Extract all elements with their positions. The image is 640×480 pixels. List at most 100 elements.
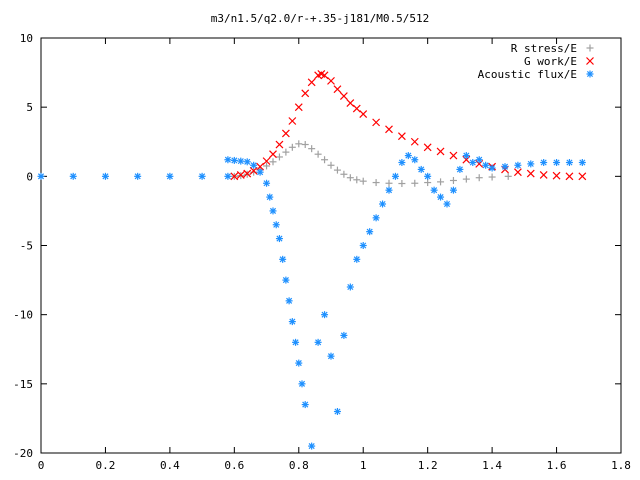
chart-title: m3/n1.5/q2.0/r-+.35-j181/M0.5/512 bbox=[211, 12, 430, 25]
data-point bbox=[333, 166, 341, 174]
data-point bbox=[285, 297, 293, 305]
data-point bbox=[340, 170, 348, 178]
x-tick-label: 0.6 bbox=[224, 459, 244, 472]
data-point bbox=[263, 179, 271, 187]
data-point bbox=[256, 162, 265, 171]
data-point bbox=[298, 380, 306, 388]
data-point bbox=[565, 172, 574, 181]
data-point bbox=[404, 152, 412, 160]
data-point bbox=[352, 104, 361, 113]
data-point bbox=[263, 162, 271, 170]
y-tick-label: -10 bbox=[13, 309, 33, 322]
data-point bbox=[275, 153, 283, 161]
data-point bbox=[198, 172, 206, 180]
x-tick-label: 0 bbox=[38, 459, 45, 472]
data-point bbox=[224, 172, 232, 180]
data-point bbox=[243, 169, 252, 178]
series-0 bbox=[230, 140, 512, 188]
data-point bbox=[321, 156, 329, 164]
data-point bbox=[288, 117, 297, 125]
data-point bbox=[578, 159, 586, 166]
data-point bbox=[295, 140, 303, 148]
data-point bbox=[527, 160, 535, 168]
legend-label: R stress/E bbox=[511, 42, 577, 55]
data-point bbox=[540, 159, 548, 166]
data-point bbox=[539, 171, 548, 179]
data-point bbox=[288, 318, 296, 326]
data-point bbox=[391, 172, 399, 180]
data-point bbox=[469, 159, 477, 166]
data-point bbox=[37, 172, 45, 180]
data-point bbox=[275, 140, 284, 149]
data-point bbox=[482, 161, 490, 169]
data-point bbox=[301, 141, 309, 149]
data-point bbox=[397, 132, 406, 141]
data-point bbox=[134, 172, 142, 180]
data-point bbox=[411, 179, 419, 187]
data-point bbox=[366, 228, 374, 236]
data-point bbox=[314, 338, 322, 346]
y-tick-label: 0 bbox=[26, 170, 33, 183]
y-tick-label: -20 bbox=[13, 447, 33, 460]
data-point bbox=[443, 200, 451, 208]
data-point bbox=[256, 168, 264, 176]
data-point bbox=[424, 172, 432, 180]
data-point bbox=[553, 159, 561, 166]
data-point bbox=[578, 172, 587, 181]
data-point bbox=[101, 172, 109, 180]
data-point bbox=[282, 148, 290, 156]
data-point bbox=[449, 176, 457, 184]
legend-label: Acoustic flux/E bbox=[478, 68, 577, 81]
data-point bbox=[292, 338, 300, 346]
data-point bbox=[456, 165, 464, 173]
data-point bbox=[526, 169, 535, 178]
x-tick-label: 1.2 bbox=[418, 459, 438, 472]
data-point bbox=[372, 118, 381, 127]
data-point bbox=[424, 179, 432, 187]
data-point bbox=[230, 172, 239, 181]
data-point bbox=[398, 180, 406, 188]
data-point bbox=[243, 158, 251, 166]
data-point bbox=[224, 156, 232, 164]
plot-frame bbox=[40, 37, 622, 454]
data-point bbox=[237, 157, 245, 165]
data-point bbox=[449, 151, 458, 160]
data-point bbox=[462, 175, 470, 183]
y-axis: 10 5 0 -5 -10 -15 -20 bbox=[13, 32, 621, 460]
data-point bbox=[398, 159, 406, 166]
data-point bbox=[282, 276, 290, 284]
series-1 bbox=[230, 70, 587, 181]
data-point bbox=[327, 352, 335, 360]
data-point bbox=[353, 255, 361, 263]
data-point bbox=[249, 166, 258, 175]
legend-marker bbox=[586, 70, 594, 78]
data-point bbox=[327, 76, 335, 85]
data-point bbox=[410, 137, 419, 146]
x-tick-label: 1 bbox=[360, 459, 367, 472]
data-point bbox=[385, 186, 393, 194]
data-point bbox=[250, 168, 258, 176]
data-point bbox=[69, 172, 77, 180]
legend-label: G work/E bbox=[524, 55, 577, 68]
data-point bbox=[501, 163, 509, 171]
data-point bbox=[295, 359, 303, 367]
data-point bbox=[307, 78, 316, 87]
y-tick-label: -5 bbox=[20, 240, 33, 253]
data-point bbox=[417, 165, 425, 173]
data-point bbox=[301, 401, 309, 409]
data-point bbox=[269, 158, 277, 166]
data-point bbox=[462, 152, 470, 160]
data-point bbox=[321, 311, 329, 319]
y-tick-label: 5 bbox=[26, 101, 33, 114]
data-point bbox=[353, 176, 361, 184]
data-point bbox=[279, 255, 287, 263]
data-point bbox=[320, 71, 329, 80]
x-axis: 0 0.2 0.4 0.6 0.8 1 1.2 1.4 1.6 1.8 bbox=[38, 38, 631, 472]
data-point bbox=[308, 442, 316, 450]
data-point bbox=[475, 174, 483, 182]
data-point bbox=[269, 207, 277, 215]
data-marks bbox=[37, 70, 587, 450]
data-point bbox=[301, 89, 310, 98]
